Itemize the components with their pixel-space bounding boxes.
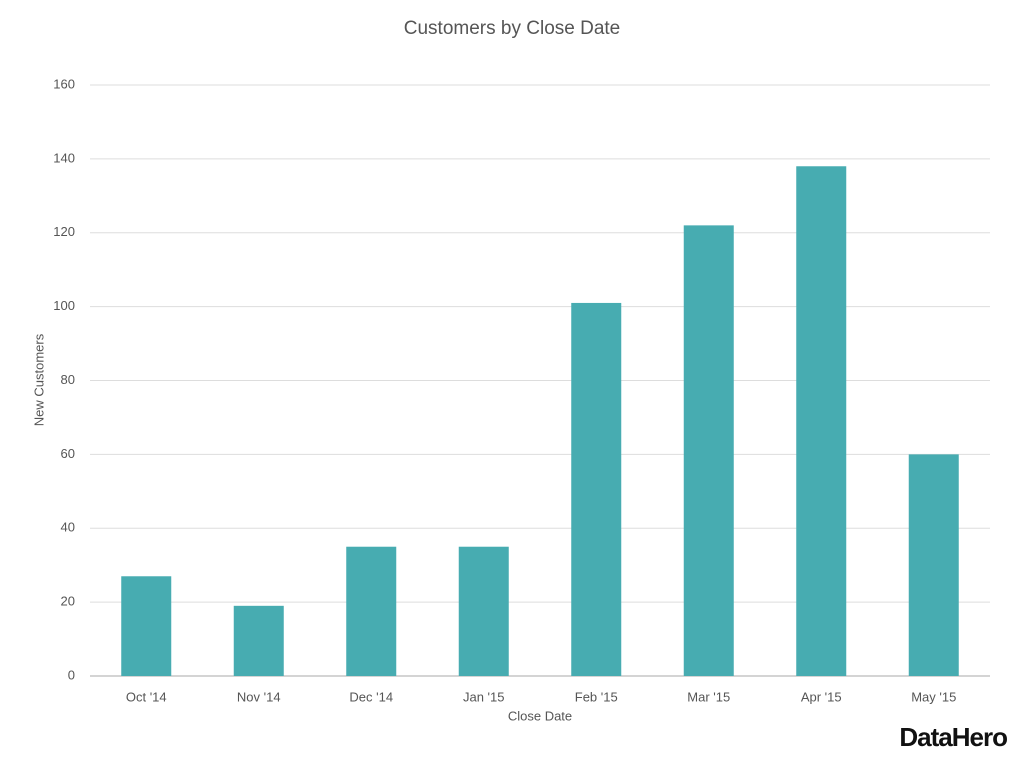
y-tick-label: 140 [53, 150, 75, 165]
y-tick-label: 40 [61, 520, 75, 535]
x-tick-label: Nov '14 [237, 689, 281, 704]
y-tick-label: 0 [68, 667, 75, 682]
bar [571, 302, 622, 676]
x-tick-label: Feb '15 [575, 689, 618, 704]
y-tick-label: 120 [53, 224, 75, 239]
x-tick-label: Dec '14 [349, 689, 393, 704]
bar [121, 576, 172, 676]
x-tick-label: May '15 [911, 689, 956, 704]
x-axis-label: Close Date [508, 708, 572, 723]
x-tick-label: Mar '15 [687, 689, 730, 704]
x-tick-label: Oct '14 [126, 689, 167, 704]
y-axis-label: New Customers [31, 333, 46, 426]
y-tick-label: 160 [53, 76, 75, 91]
bar [458, 546, 509, 676]
bar [908, 454, 959, 676]
y-tick-label: 100 [53, 298, 75, 313]
bar [233, 605, 284, 676]
x-tick-label: Apr '15 [801, 689, 842, 704]
bar [796, 166, 847, 676]
y-tick-label: 80 [61, 372, 75, 387]
brand-logo: DataHero [899, 722, 1007, 752]
y-tick-label: 20 [61, 594, 75, 609]
bar [683, 225, 734, 677]
y-tick-label: 60 [61, 446, 75, 461]
chart-title: Customers by Close Date [404, 18, 620, 39]
x-tick-label: Jan '15 [463, 689, 505, 704]
bar [346, 546, 397, 676]
